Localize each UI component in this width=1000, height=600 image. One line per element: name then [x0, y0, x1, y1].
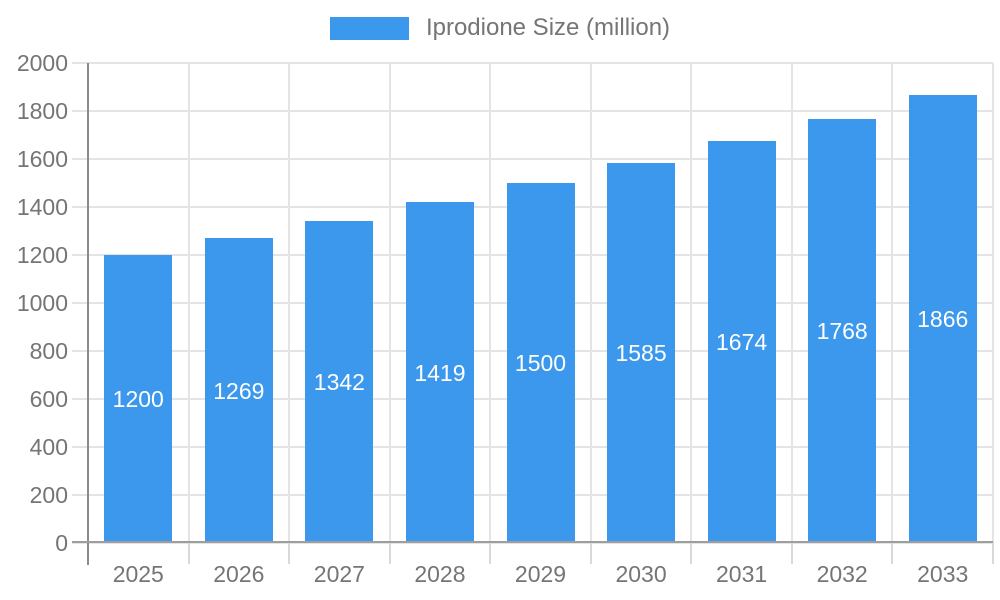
x-axis-tick: [388, 543, 391, 564]
y-axis-tick-label: 200: [29, 482, 68, 508]
y-gridline: [88, 110, 993, 112]
bar-value-label: 1500: [514, 350, 567, 376]
x-gridline: [489, 63, 492, 543]
y-axis-tick-label: 1800: [16, 98, 68, 124]
x-axis-tick: [187, 543, 190, 564]
bar-value-label: 1674: [716, 329, 768, 356]
x-gridline: [690, 63, 693, 543]
x-axis-label: 2025: [112, 561, 164, 587]
y-axis-tick: [72, 350, 88, 352]
y-axis-tick-label: 600: [29, 386, 68, 412]
y-axis-tick: [72, 158, 88, 160]
y-axis-tick: [72, 542, 88, 544]
y-axis-tick-label: 1400: [16, 194, 68, 220]
y-gridline: [88, 542, 993, 544]
legend-label: Iprodione Size (million): [425, 14, 671, 41]
bar: 1500: [506, 183, 575, 543]
plot-area: 1200 1269 1342 1419 1500 1585 1674 1768 1866 0 20…: [17, 50, 994, 587]
x-gridline: [790, 63, 793, 543]
bar: 1342: [305, 220, 374, 543]
y-axis-tick: [72, 254, 88, 256]
y-axis-tick-label: 800: [29, 338, 68, 364]
bar: 1419: [405, 202, 474, 543]
x-gridline: [187, 63, 190, 543]
bar-value-label: 1269: [213, 377, 265, 404]
x-axis-tick: [489, 543, 492, 564]
bar-value-label: 1866: [917, 306, 969, 333]
x-gridline: [992, 63, 994, 543]
y-axis-tick-label: 400: [29, 434, 68, 460]
y-axis-tick-label: 2000: [16, 50, 68, 76]
bar: 1866: [908, 95, 977, 543]
bar: 1200: [104, 255, 173, 543]
y-axis-tick: [72, 398, 88, 400]
x-axis-label: 2031: [716, 561, 768, 587]
y-axis-tick-label: 1200: [16, 242, 68, 268]
x-axis-tick: [992, 543, 994, 564]
x-gridline: [388, 63, 391, 543]
x-axis-label: 2026: [213, 561, 265, 587]
y-axis-line: [87, 63, 89, 565]
x-gridline: [288, 63, 291, 543]
y-axis-tick: [72, 62, 88, 64]
x-axis-label: 2033: [917, 561, 969, 587]
y-axis-tick: [72, 446, 88, 448]
bar: 1674: [707, 141, 776, 543]
bar: 1269: [204, 238, 273, 543]
x-axis-label: 2028: [414, 561, 466, 587]
x-axis-label: 2027: [313, 561, 365, 587]
x-axis-label: 2029: [514, 561, 567, 587]
x-axis-tick: [891, 543, 894, 564]
y-gridline: [88, 62, 993, 64]
legend-swatch: [329, 16, 409, 40]
y-axis-tick-label: 1000: [16, 290, 68, 316]
bar-value-label: 1585: [615, 339, 667, 366]
y-axis-tick: [72, 302, 88, 304]
x-axis-label: 2032: [816, 561, 868, 587]
legend: Iprodione Size (million): [0, 0, 1000, 56]
y-axis-tick-label: 0: [55, 530, 68, 556]
y-axis-tick: [72, 494, 88, 496]
x-gridline: [589, 63, 592, 543]
bar-value-label: 1342: [313, 368, 365, 395]
x-axis-line: [72, 541, 993, 543]
x-axis-tick: [690, 543, 693, 564]
bar-value-label: 1768: [816, 317, 868, 344]
y-gridline: [88, 158, 993, 160]
bar-value-label: 1200: [112, 386, 164, 412]
x-gridline: [891, 63, 894, 543]
bar: 1768: [808, 118, 877, 543]
y-axis-tick: [72, 206, 88, 208]
bar: 1585: [607, 162, 676, 543]
y-axis-tick: [72, 110, 88, 112]
x-axis-tick: [589, 543, 592, 564]
y-axis-tick-label: 1600: [16, 146, 68, 172]
bar-value-label: 1419: [414, 359, 466, 386]
x-axis-label: 2030: [615, 561, 667, 587]
x-axis-tick: [790, 543, 793, 564]
x-axis-tick: [288, 543, 291, 564]
